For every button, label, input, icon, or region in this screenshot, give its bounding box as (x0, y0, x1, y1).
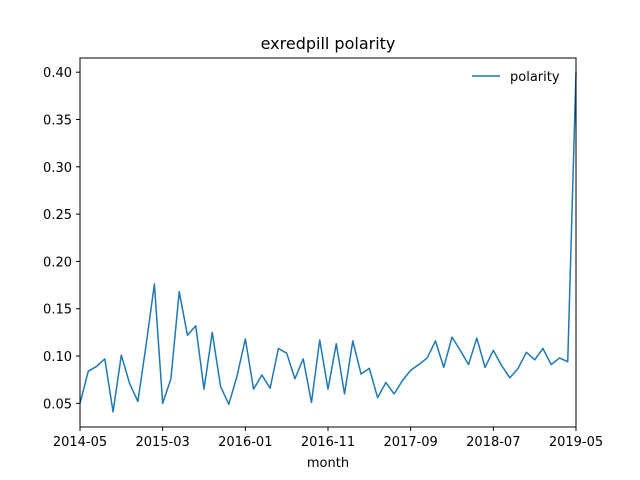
y-tick-label: 0.35 (43, 114, 72, 129)
x-axis-label: month (307, 456, 349, 471)
y-tick-label: 0.40 (43, 66, 72, 81)
y-tick-label: 0.05 (43, 397, 72, 412)
x-tick-label: 2017-09 (384, 435, 438, 450)
chart-title: exredpill polarity (261, 34, 396, 53)
series-line-polarity (79, 72, 577, 413)
legend: polarity (472, 70, 560, 85)
legend-label: polarity (510, 70, 560, 85)
x-tick-label: 2019-05 (549, 435, 603, 450)
y-tick-label: 0.30 (43, 161, 72, 176)
y-axis: 0.05 0.10 0.15 0.20 0.25 0.30 0.35 0.40 (43, 66, 80, 412)
x-tick-label: 2015-03 (136, 435, 190, 450)
y-tick-label: 0.20 (43, 255, 72, 270)
x-tick-label: 2016-11 (301, 435, 355, 450)
y-tick-label: 0.15 (43, 303, 72, 318)
x-tick-label: 2014-05 (53, 435, 107, 450)
plot-frame (79, 57, 577, 428)
x-tick-label: 2016-01 (218, 435, 272, 450)
y-tick-label: 0.25 (43, 208, 72, 223)
x-axis: 2014-05 2015-03 2016-01 2016-11 2017-09 2018-… (53, 427, 603, 450)
y-tick-label: 0.10 (43, 350, 72, 365)
x-tick-label: 2018-07 (466, 435, 520, 450)
plot-area (80, 58, 576, 427)
